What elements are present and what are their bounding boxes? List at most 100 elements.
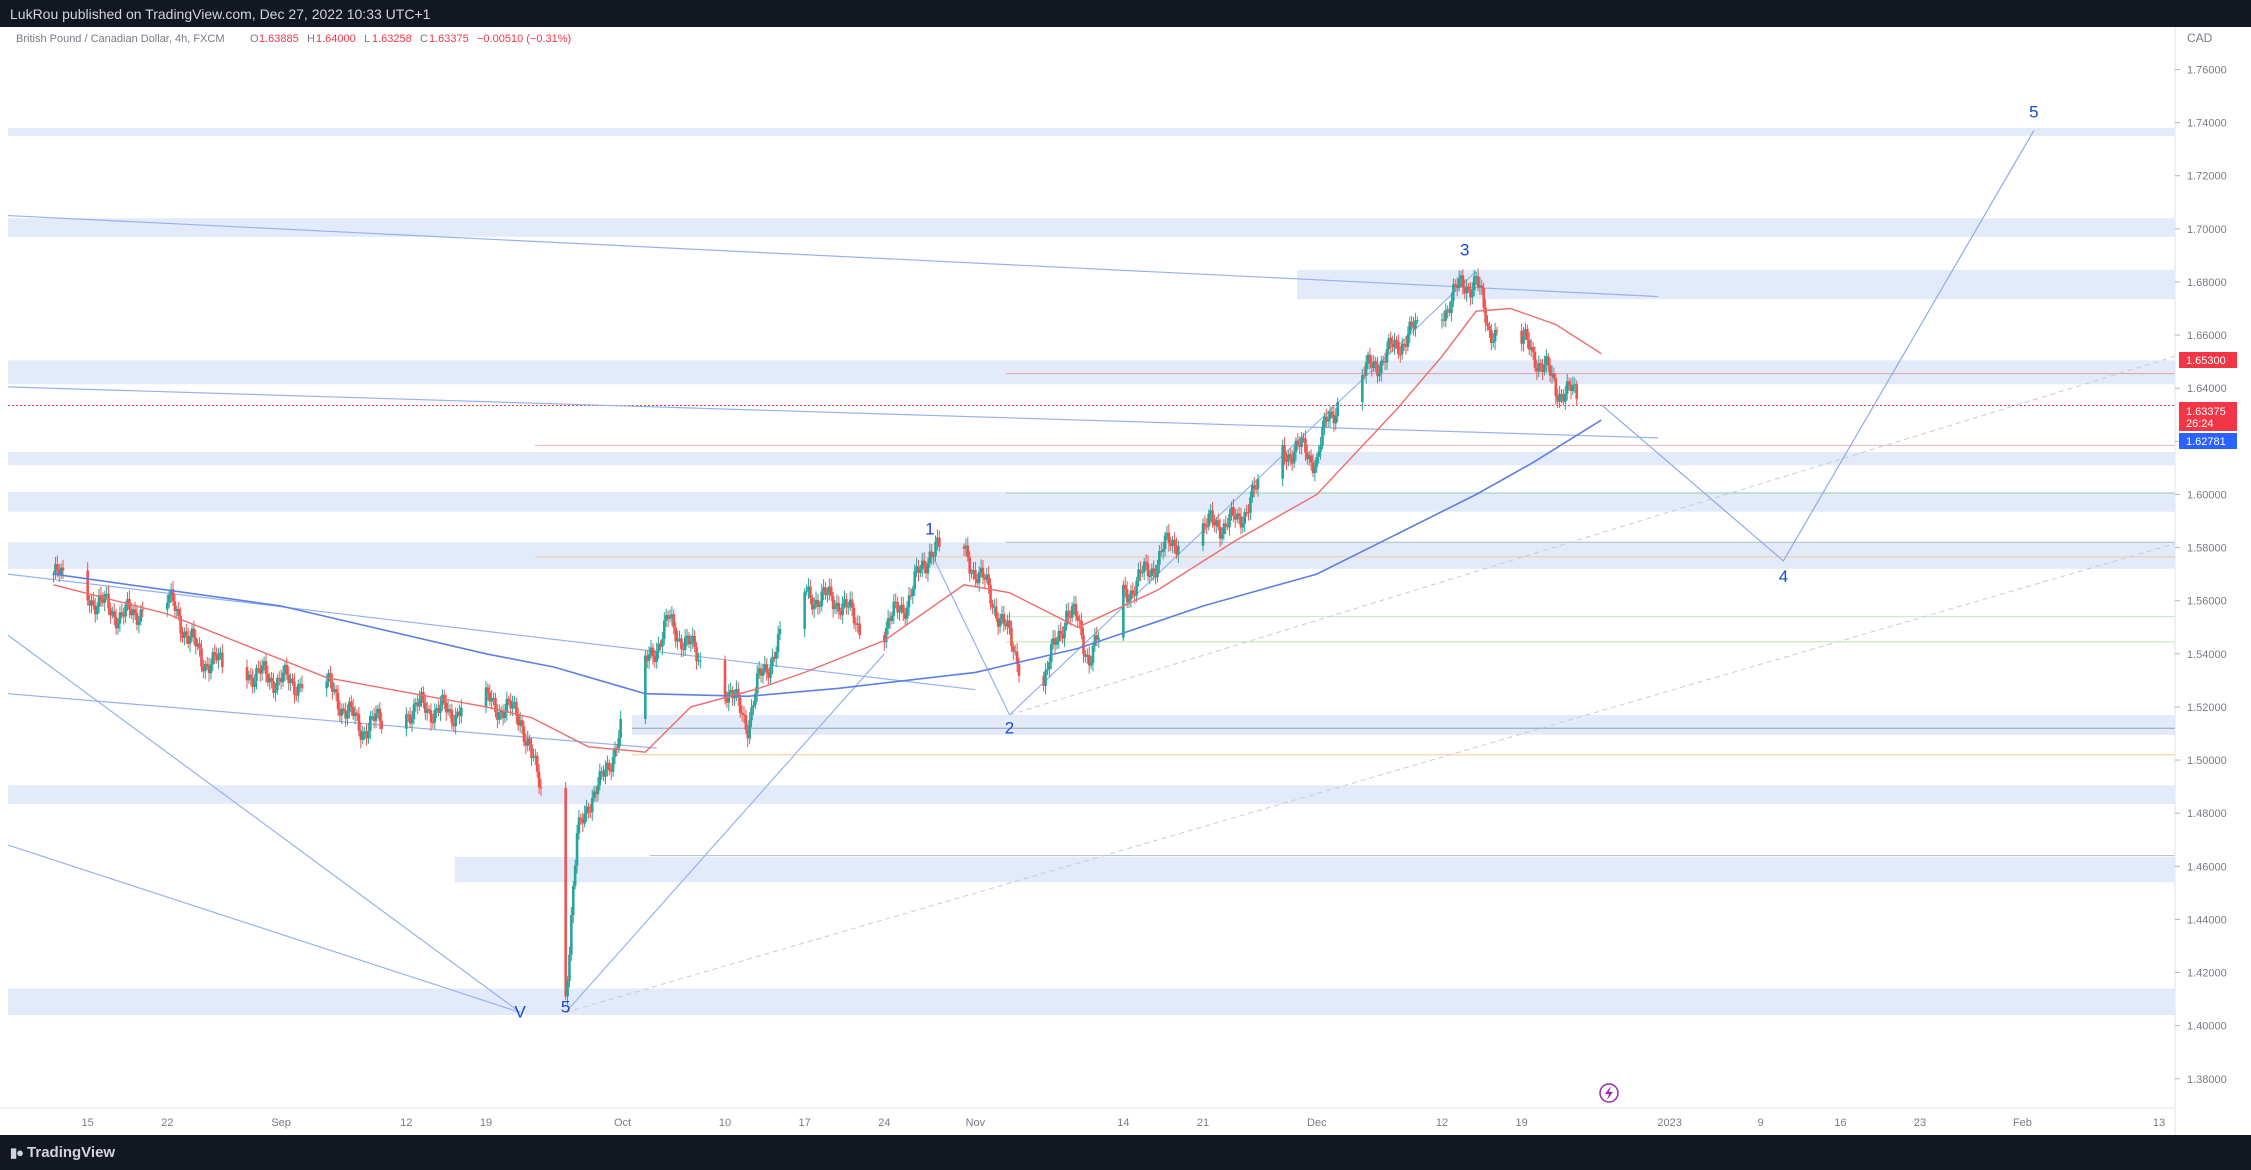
y-tick-label-9: 1.58000	[2187, 543, 2227, 555]
close-value: 1.63375	[429, 33, 469, 45]
candle	[886, 609, 890, 635]
candle	[1524, 322, 1527, 340]
candle	[524, 733, 528, 755]
candle-body	[653, 656, 657, 662]
candle-body	[1015, 651, 1019, 665]
candle	[1165, 525, 1169, 541]
ema-fast-badge-bg	[2179, 352, 2237, 368]
y-tick-label-19: 1.38000	[2187, 1074, 2227, 1086]
candle	[460, 699, 463, 724]
candle	[858, 616, 861, 640]
tradingview-logo[interactable]: ▮● TradingView	[10, 1144, 115, 1161]
candle-body	[361, 731, 365, 740]
candle	[1158, 544, 1161, 574]
candle	[689, 634, 693, 653]
candle-body	[1362, 374, 1366, 376]
candle	[1453, 279, 1457, 292]
candle	[1537, 355, 1541, 378]
tradingview-logo-icon: ▮●	[10, 1144, 24, 1160]
candle-body	[902, 604, 905, 613]
candle	[257, 660, 260, 674]
candle	[645, 650, 649, 669]
candle	[1490, 323, 1493, 351]
candle-body	[647, 654, 651, 662]
y-tick-label-10: 1.56000	[2187, 596, 2227, 608]
candle	[774, 646, 778, 668]
candle	[368, 711, 372, 740]
high-label: H	[307, 33, 315, 45]
candle-body	[852, 607, 856, 624]
candle-body	[1493, 329, 1497, 342]
candle-body	[1135, 580, 1138, 596]
candle	[1313, 459, 1317, 482]
candle	[1556, 388, 1560, 408]
candle-body	[1053, 638, 1057, 645]
candle-body	[765, 664, 769, 673]
candle-body	[977, 571, 981, 584]
candle	[374, 705, 378, 729]
x-tick-label-16: 9	[1758, 1117, 1764, 1129]
candles	[52, 268, 1578, 1005]
candle-body	[570, 915, 573, 955]
candle	[1567, 377, 1571, 391]
candle	[1004, 618, 1008, 630]
candle-body	[1306, 452, 1309, 460]
candle-body	[592, 791, 596, 798]
candle	[1406, 326, 1410, 352]
candle-body	[1224, 523, 1228, 527]
candle	[1161, 541, 1165, 560]
candle	[1400, 337, 1404, 360]
candle	[983, 573, 987, 588]
candle	[1323, 412, 1326, 436]
candle-body	[590, 797, 594, 813]
candle	[771, 648, 774, 675]
candle	[1087, 646, 1091, 674]
close-price-badge-value: 1.63375	[2186, 406, 2226, 418]
y-tick-label-1: 1.74000	[2187, 118, 2227, 130]
candle	[1015, 642, 1019, 673]
candle	[1495, 326, 1499, 336]
candle-body	[1309, 455, 1313, 463]
close-price-badge-countdown: 26:24	[2186, 418, 2214, 430]
candle-body	[1391, 343, 1394, 348]
candle	[1059, 622, 1063, 642]
zone-band-3	[8, 360, 2175, 385]
zone-band-8	[8, 785, 2175, 804]
candle-body	[513, 701, 516, 705]
candle-body	[166, 602, 169, 610]
candle-body	[213, 652, 217, 656]
candle	[171, 580, 175, 606]
candle-body	[966, 545, 970, 558]
candle	[1565, 373, 1569, 401]
candle-body	[1444, 310, 1448, 321]
candle-body	[776, 633, 780, 652]
candle	[1131, 582, 1135, 598]
candle-body	[1408, 321, 1412, 335]
candle-body	[1535, 367, 1539, 372]
candle-body	[606, 762, 609, 770]
candle-body	[338, 709, 342, 716]
candle	[1214, 516, 1218, 534]
candle	[598, 763, 602, 791]
candle-body	[181, 633, 184, 638]
candle-body	[1490, 330, 1493, 343]
candle	[1095, 626, 1099, 647]
candle	[274, 682, 277, 702]
candle	[649, 639, 653, 659]
candle-body	[1385, 349, 1389, 363]
candle	[1522, 327, 1525, 352]
candle	[169, 583, 173, 604]
candle	[831, 591, 835, 618]
candle	[406, 710, 410, 723]
zone-band-5	[8, 491, 2175, 512]
candle	[583, 805, 586, 828]
candle	[1243, 508, 1247, 533]
lightning-icon[interactable]	[1599, 1083, 1619, 1103]
candle	[348, 697, 351, 719]
candle-body	[831, 595, 835, 610]
candle-body	[607, 762, 611, 771]
publisher-info: LukRou published on TradingView.com, Dec…	[10, 6, 431, 22]
candle-body	[1254, 488, 1258, 490]
